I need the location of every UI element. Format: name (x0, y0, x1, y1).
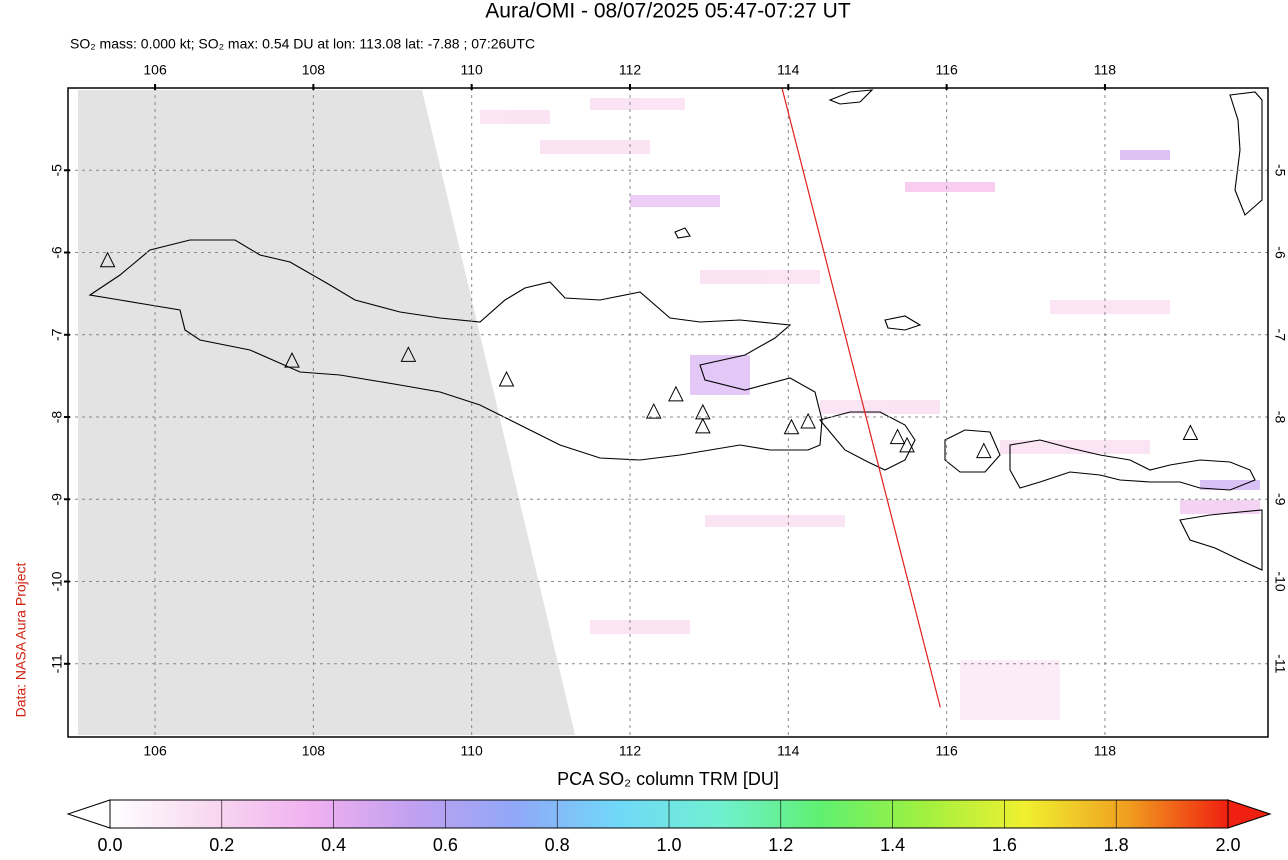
tick-mark (64, 333, 70, 336)
x-tick-label-top: 112 (619, 62, 642, 78)
map-frame (67, 87, 1269, 738)
volcano (889, 428, 906, 445)
tick-mark (64, 580, 70, 583)
tick-mark (470, 84, 473, 90)
colorbar-arrow-low (66, 799, 111, 829)
map-area (67, 87, 1269, 738)
colorbar-arrow-high (1227, 799, 1272, 829)
volcano (99, 251, 116, 268)
colorbar-tick-label: 2.0 (1215, 835, 1240, 855)
chart-title: Aura/OMI - 08/07/2025 05:47-07:27 UT (485, 0, 851, 23)
y-tick-label: -8 (49, 411, 65, 424)
tick-mark (64, 251, 70, 254)
colorbar-tick-label: 0.8 (545, 835, 570, 855)
colorbar-tick-label: 0.0 (97, 835, 122, 855)
tick-mark (154, 84, 157, 90)
grid (68, 88, 1268, 737)
x-tick-label-top: 116 (935, 62, 958, 78)
tick-mark (945, 84, 948, 90)
volcano (899, 436, 915, 453)
y-tick-label-right: -8 (1272, 411, 1288, 424)
volcano (668, 385, 684, 402)
data-layer (99, 87, 1199, 708)
chart-subtitle: SO₂ mass: 0.000 kt; SO₂ max: 0.54 DU at … (70, 36, 535, 52)
y-tick-label: -11 (49, 654, 65, 673)
y-tick-label: -10 (49, 571, 65, 591)
tick-mark (1103, 84, 1106, 90)
x-tick-label-top: 108 (302, 62, 326, 78)
volcano (400, 346, 417, 362)
colorbar-tick-label: 1.8 (1104, 835, 1129, 855)
volcano (1182, 424, 1199, 440)
tick-mark (64, 662, 70, 665)
tick-mark (64, 416, 70, 419)
colorbar-tick-label: 0.6 (433, 835, 458, 855)
x-tick-label: 110 (461, 743, 484, 759)
volcano (284, 351, 300, 368)
colorbar-label: PCA SO₂ column TRM [DU] (557, 769, 779, 789)
x-tick-label-top: 114 (777, 62, 800, 78)
volcano (783, 418, 800, 435)
volcano (645, 402, 662, 419)
y-tick-label-right: -10 (1272, 571, 1288, 591)
tick-mark (64, 169, 70, 172)
volcano (498, 370, 515, 387)
colorbar-tick-label: 1.4 (880, 835, 905, 855)
colorbar: 0.0 0.2 0.4 0.6 0.8 1.0 1.2 1.4 1.6 1.8 2.0 (66, 799, 1272, 855)
coastlines (88, 89, 1263, 571)
x-tick-label: 108 (302, 743, 326, 759)
y-tick-label-right: -7 (1272, 329, 1288, 342)
y-tick-label-right: -9 (1272, 493, 1288, 506)
y-tick-label-right: -6 (1272, 246, 1288, 259)
x-tick-label-top: 118 (1094, 62, 1117, 78)
orbit-track (781, 87, 941, 708)
volcano (800, 412, 816, 429)
y-tick-label: -5 (49, 164, 65, 177)
y-tick-label-right: -5 (1272, 164, 1288, 177)
x-tick-label: 116 (935, 743, 958, 759)
colorbar-tick-label: 0.2 (209, 835, 234, 855)
tick-mark (629, 84, 632, 90)
y-tick-label: -7 (49, 328, 65, 341)
tick-mark (787, 84, 790, 90)
x-tick-label: 118 (1094, 743, 1117, 759)
x-tick-label-top: 110 (461, 62, 484, 78)
colorbar-tick-label: 1.6 (992, 835, 1017, 855)
volcano (976, 442, 992, 459)
volcano (695, 417, 711, 434)
credit: Data: NASA Aura Project (13, 562, 29, 717)
tick-mark (64, 498, 70, 501)
colorbar-tick-label: 1.2 (768, 835, 793, 855)
no-data-region (78, 90, 575, 735)
y-tick-label-right: -11 (1272, 654, 1288, 673)
x-tick-label: 112 (619, 743, 642, 759)
x-tick-label-top: 106 (143, 62, 167, 78)
colorbar-tick-label: 0.4 (321, 835, 346, 855)
y-tick-label: -9 (49, 493, 65, 506)
x-tick-label: 106 (143, 743, 167, 759)
y-tick-label: -6 (49, 246, 65, 259)
tick-mark (312, 84, 315, 90)
data-swaths (480, 98, 1260, 720)
colorbar-tick-label: 1.0 (656, 835, 681, 855)
x-tick-label: 114 (777, 743, 800, 759)
